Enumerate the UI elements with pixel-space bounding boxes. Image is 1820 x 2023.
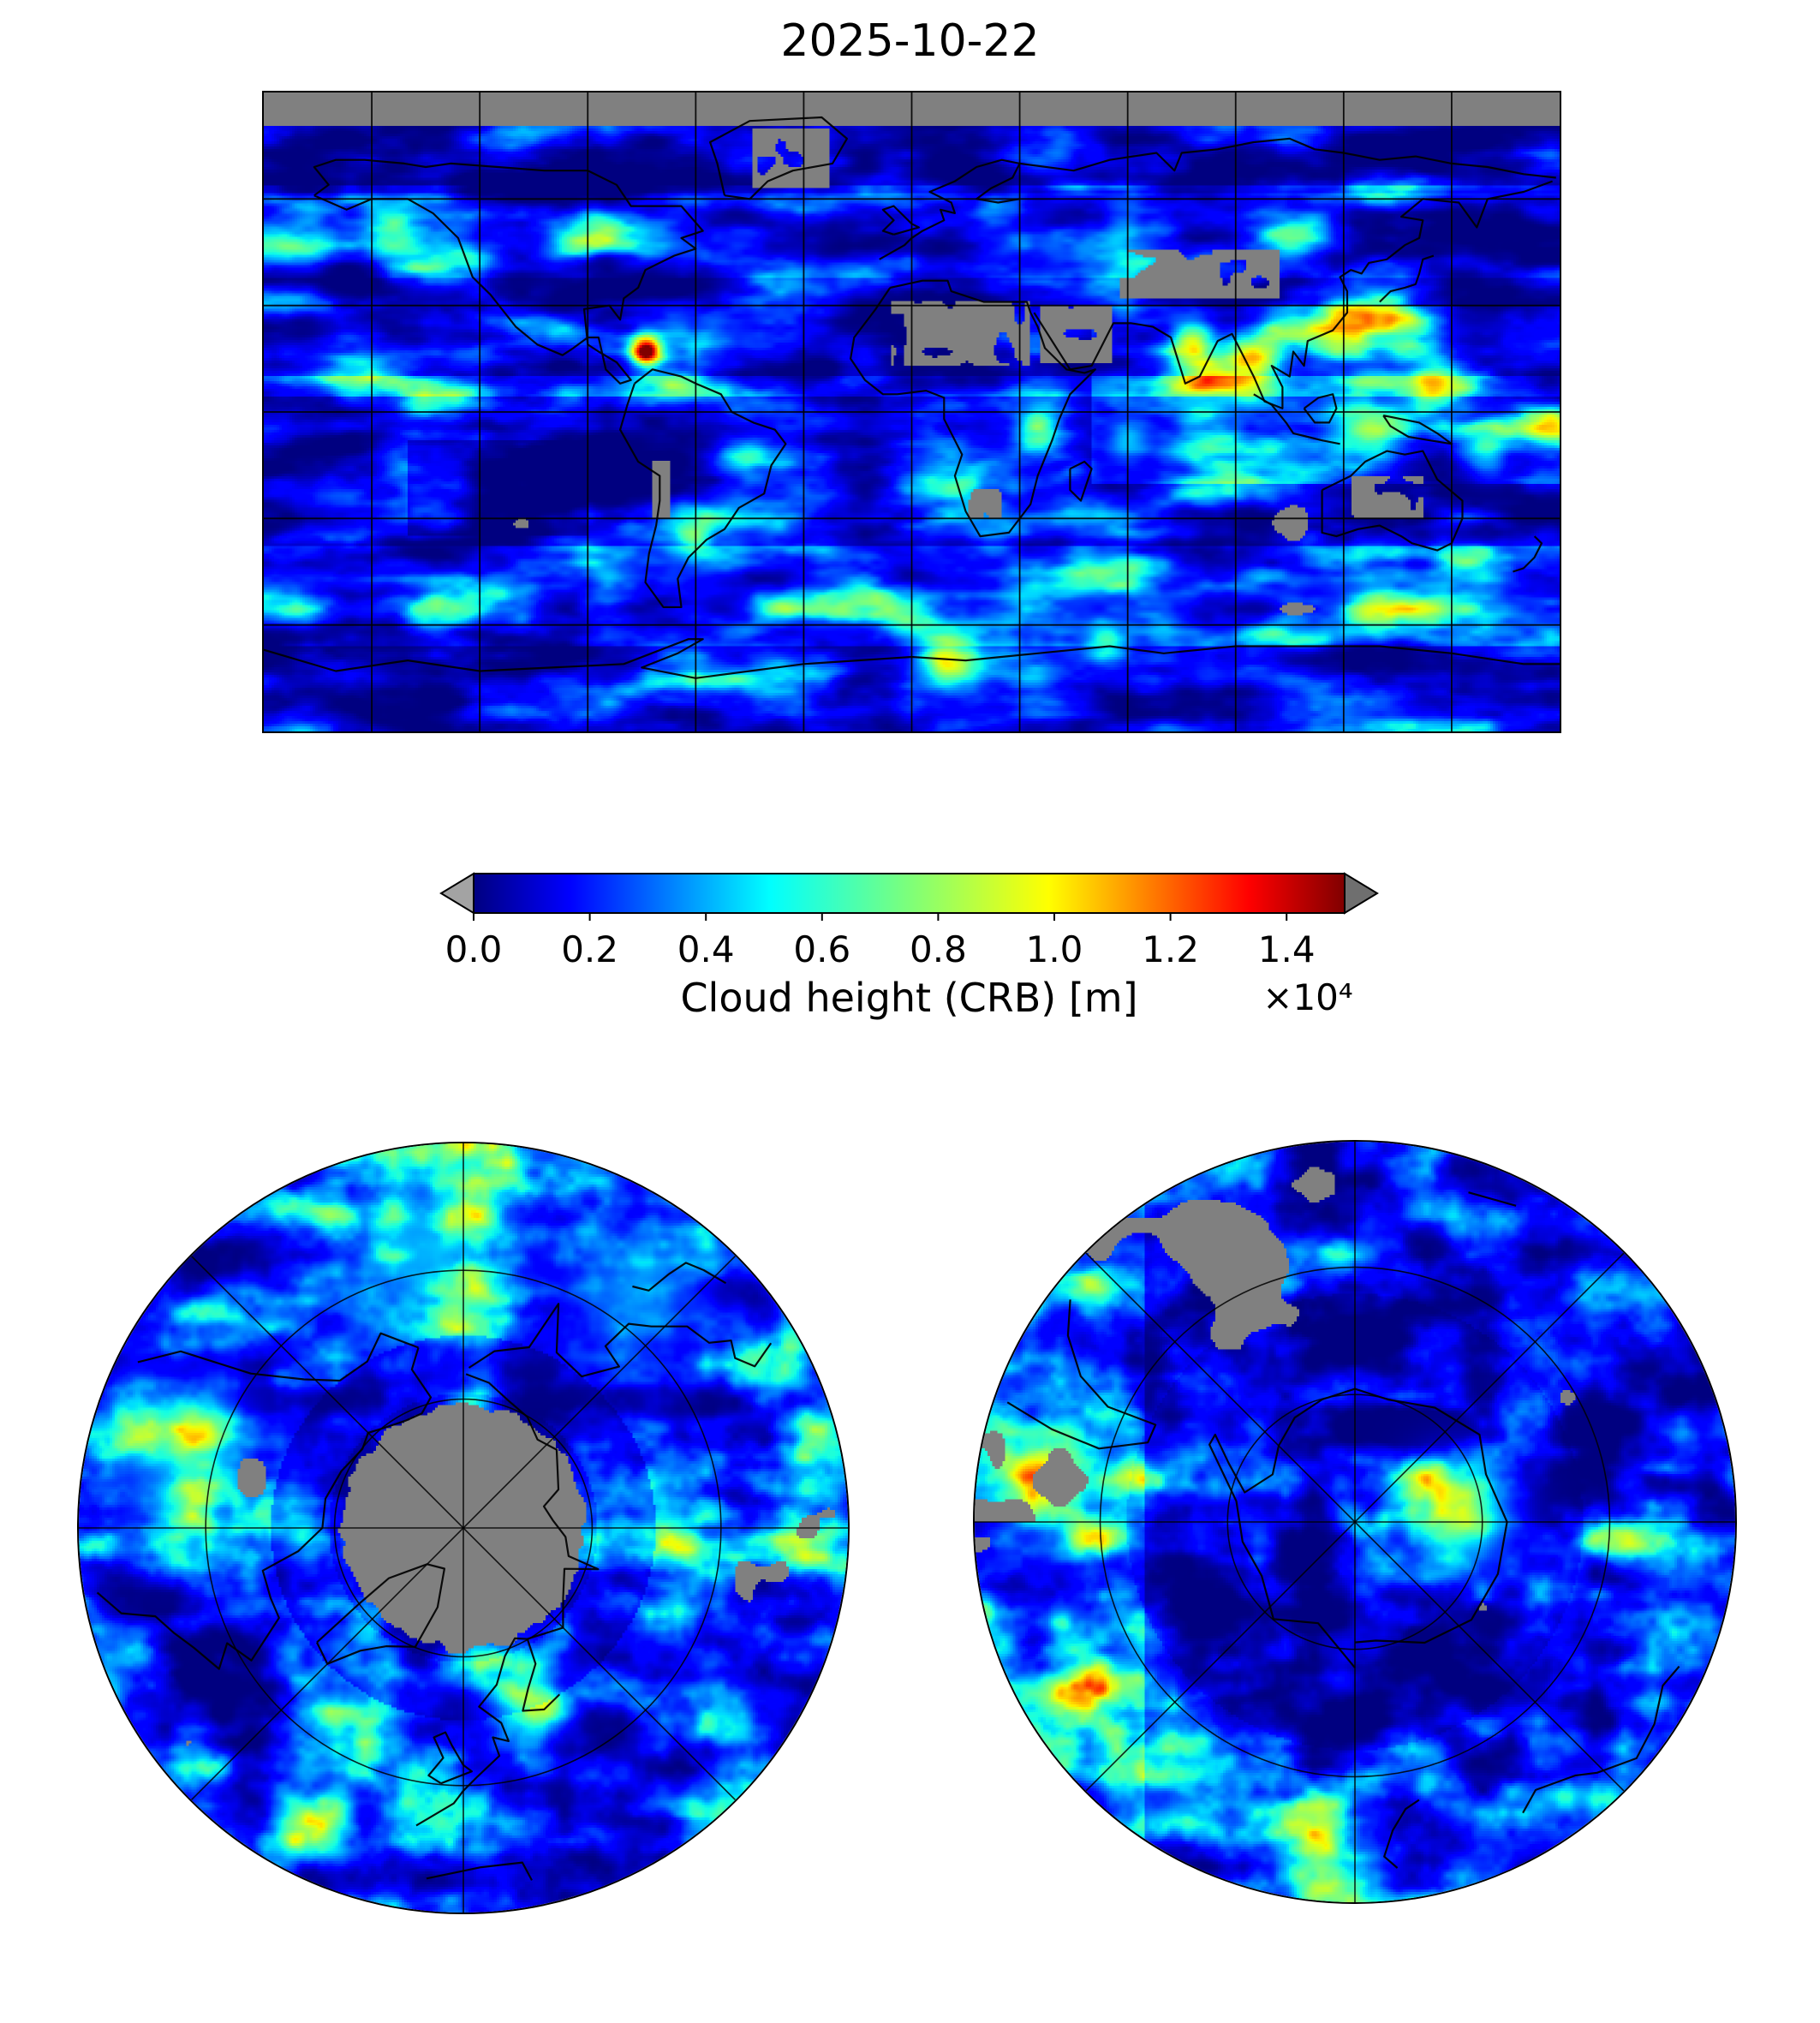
coastline-path — [1006, 1299, 1157, 1450]
global-map-overlay — [264, 92, 1560, 731]
coastline-path — [709, 116, 848, 200]
figure-title: 2025-10-22 — [780, 15, 1040, 67]
colorbar-tick-label: 0.2 — [561, 928, 618, 970]
coastline-path — [619, 368, 787, 608]
colorbar-tick-label: 1.0 — [1025, 928, 1083, 970]
global-map-panel — [262, 91, 1561, 733]
coastline-path — [1383, 1799, 1420, 1869]
coastline-path — [415, 1637, 561, 1827]
coastline-path — [632, 1262, 727, 1292]
gridline-parallel — [333, 1398, 594, 1658]
gridline-parallel — [205, 1269, 722, 1787]
coastline-path — [1513, 535, 1543, 573]
coastline-path — [1033, 180, 1553, 409]
coastline-path — [1379, 254, 1435, 303]
gridline-parallel — [1226, 1393, 1483, 1650]
colorbar-tick-label: 0.0 — [445, 928, 503, 970]
coastline-path — [1382, 415, 1453, 445]
colorbar-over-arrow — [1344, 872, 1379, 915]
coastline-path — [316, 1563, 445, 1665]
coastline-path — [427, 1731, 473, 1785]
coastline-path — [96, 1332, 433, 1670]
coastline-path — [465, 1373, 600, 1640]
colorbar-gradient — [473, 873, 1346, 914]
coastline-path — [1522, 1665, 1680, 1814]
coastline-path — [1321, 450, 1464, 552]
coastline-path — [879, 158, 1021, 260]
colorbar-under-arrow — [439, 872, 474, 915]
coastline-path — [881, 205, 920, 236]
colorbar-offset-text: ×10⁴ — [1262, 976, 1353, 1018]
gridline-parallel — [1099, 1266, 1611, 1778]
coastline-path — [264, 638, 1560, 679]
colorbar-label: Cloud height (CRB) [m] — [680, 975, 1138, 1021]
coastline-path — [313, 158, 704, 385]
colorbar-tick-label: 0.8 — [909, 928, 967, 970]
south-polar-map-panel — [973, 1140, 1737, 1904]
north-polar-map-panel — [77, 1142, 850, 1914]
gridline-meridian — [1085, 1252, 1625, 1792]
colorbar-tick-label: 1.4 — [1257, 928, 1316, 970]
coastline-path — [1468, 1191, 1517, 1207]
coastline-path — [1208, 1387, 1508, 1668]
colorbar-bar — [439, 872, 1379, 921]
coastline-path — [1253, 393, 1340, 445]
colorbar-tick-label: 0.4 — [677, 928, 735, 970]
coastline-path — [1019, 137, 1556, 179]
colorbar-tick-label: 1.2 — [1142, 928, 1199, 970]
south-polar-overlay — [975, 1142, 1735, 1902]
coastline-path — [1303, 393, 1338, 424]
colorbar-tick-labels: 0.0 0.2 0.4 0.6 0.8 1.0 1.2 1.4 — [433, 928, 1396, 973]
coastline-path — [1069, 460, 1093, 502]
coastline-path — [426, 1861, 533, 1881]
colorbar-tick-label: 0.6 — [793, 928, 851, 970]
colorbar: 0.0 0.2 0.4 0.6 0.8 1.0 1.2 1.4 Cloud height (C… — [433, 867, 1396, 1029]
coastline-path — [850, 279, 1096, 538]
north-polar-overlay — [79, 1143, 848, 1913]
gridline-meridian — [190, 1255, 737, 1801]
coastline-path — [468, 1303, 773, 1378]
